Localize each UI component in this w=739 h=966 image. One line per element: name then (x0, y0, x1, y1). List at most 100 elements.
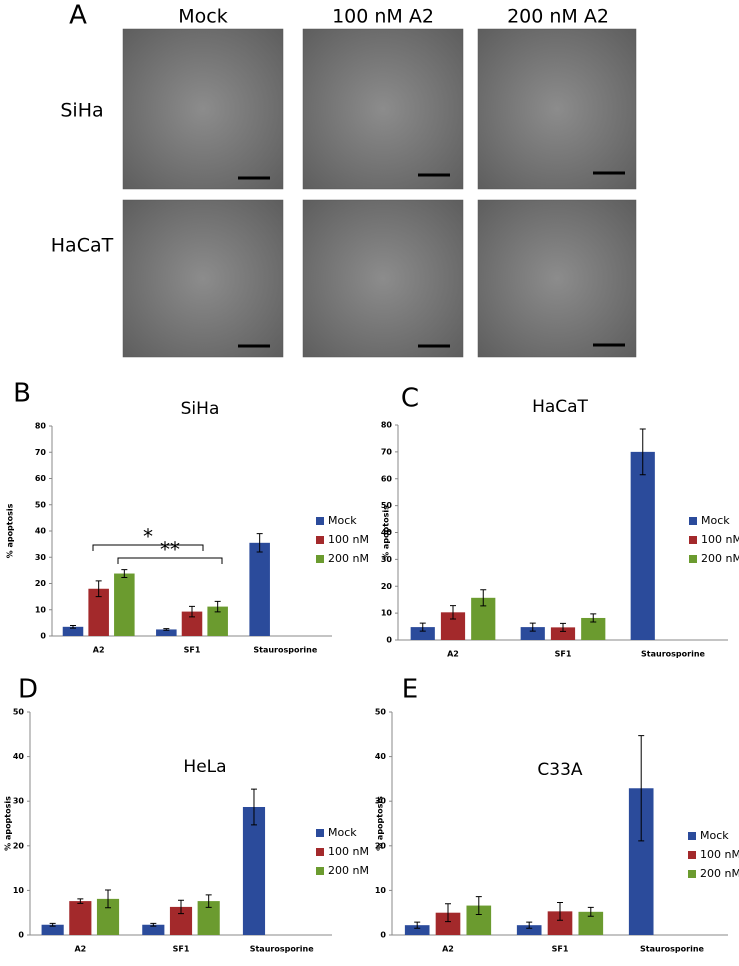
error-bar (105, 889, 112, 909)
error-bar (250, 788, 257, 826)
bar (581, 617, 606, 640)
legend-swatch (689, 536, 697, 544)
legend-label: 100 nM (700, 848, 739, 861)
error-bar (178, 899, 184, 915)
bar (156, 629, 177, 636)
micrograph (302, 28, 464, 190)
error-bar (419, 622, 426, 632)
error-bar (70, 625, 76, 629)
column-label: 200 nM A2 (507, 6, 609, 28)
x-tick-label: Staurosporine (253, 646, 317, 655)
error-bar (480, 589, 487, 607)
y-tick-label: 60 (35, 474, 47, 483)
y-tick-label: 30 (13, 797, 25, 806)
error-bar (256, 533, 263, 553)
row-label: HaCaT (51, 235, 114, 257)
legend-label: Mock (700, 829, 729, 842)
legend-label: 100 nM (328, 533, 369, 546)
bar (88, 588, 109, 636)
error-bar (214, 600, 221, 613)
error-bar (163, 628, 170, 631)
panel-letter: C (401, 384, 419, 414)
y-tick-label: 60 (381, 474, 393, 483)
bar (181, 611, 203, 636)
y-tick-label: 30 (375, 797, 387, 806)
bar (404, 925, 430, 935)
legend-swatch (316, 555, 324, 563)
legend-label: 200 nM (701, 552, 739, 565)
significance-label: ** (160, 538, 180, 562)
bar (516, 925, 542, 935)
error-bar (445, 903, 451, 923)
y-tick-label: 20 (13, 841, 25, 850)
x-tick-label: A2 (442, 945, 454, 954)
legend-swatch (316, 867, 324, 875)
chart-title: SiHa (181, 399, 220, 419)
y-tick-label: 10 (35, 605, 47, 614)
y-tick-label: 10 (375, 886, 387, 895)
chart-title: HaCaT (532, 397, 588, 417)
error-bar (639, 428, 646, 476)
panel-letter: A (69, 1, 87, 31)
error-bar (587, 906, 594, 917)
legend-swatch (689, 517, 697, 525)
x-tick-label: A2 (74, 945, 86, 954)
legend-swatch (688, 851, 696, 859)
x-tick-label: Staurosporine (250, 945, 314, 954)
y-tick-label: 40 (35, 527, 47, 536)
error-bar (95, 580, 102, 598)
bar (197, 901, 220, 935)
y-tick-label: 70 (381, 447, 393, 456)
error-bar (150, 922, 157, 927)
legend-label: 100 nM (701, 533, 739, 546)
significance-bracket (92, 544, 204, 551)
legend-label: Mock (328, 514, 357, 527)
bar (62, 626, 84, 636)
y-tick-label: 50 (381, 501, 393, 510)
bar (207, 606, 228, 636)
error-bar (121, 569, 128, 578)
error-bar (189, 605, 195, 618)
error-bar (205, 894, 212, 908)
x-tick-label: SF1 (173, 945, 190, 954)
y-tick-label: 10 (381, 609, 393, 618)
significance-bracket (117, 557, 223, 564)
y-tick-label: 20 (381, 582, 393, 591)
legend-label: Mock (701, 514, 730, 527)
chart-title: HeLa (183, 757, 226, 777)
y-tick-label: 70 (35, 448, 47, 457)
error-bar (529, 622, 536, 632)
y-tick-label: 20 (35, 579, 47, 588)
micrographs (122, 28, 637, 358)
panel-letter: B (13, 379, 31, 409)
bar (69, 901, 92, 935)
significance-label: * (143, 525, 153, 549)
error-bar (526, 921, 533, 929)
chart-title: C33A (537, 760, 583, 780)
y-tick-label: 40 (381, 528, 393, 537)
legend-swatch (688, 832, 696, 840)
y-tick-label: 0 (380, 931, 386, 940)
panel-letter: D (18, 675, 38, 705)
x-tick-label: A2 (93, 646, 105, 655)
error-bar (475, 896, 482, 915)
column-label: 100 nM A2 (332, 6, 434, 28)
micrograph (122, 199, 284, 358)
y-axis-label: % apoptosis (6, 503, 15, 558)
x-tick-label: SF1 (184, 646, 201, 655)
legend-label: Mock (328, 826, 357, 839)
legend-label: 200 nM (328, 552, 369, 565)
legend-swatch (316, 829, 324, 837)
error-bar (557, 901, 563, 921)
bar (520, 627, 545, 640)
bar (114, 573, 135, 636)
x-tick-label: SF1 (552, 945, 569, 954)
micrograph (122, 28, 284, 190)
x-tick-label: Staurosporine (641, 650, 705, 659)
error-bar (590, 613, 597, 623)
bar (578, 911, 604, 935)
y-tick-label: 0 (18, 931, 24, 940)
bar (410, 627, 435, 640)
y-tick-label: 50 (375, 708, 387, 717)
